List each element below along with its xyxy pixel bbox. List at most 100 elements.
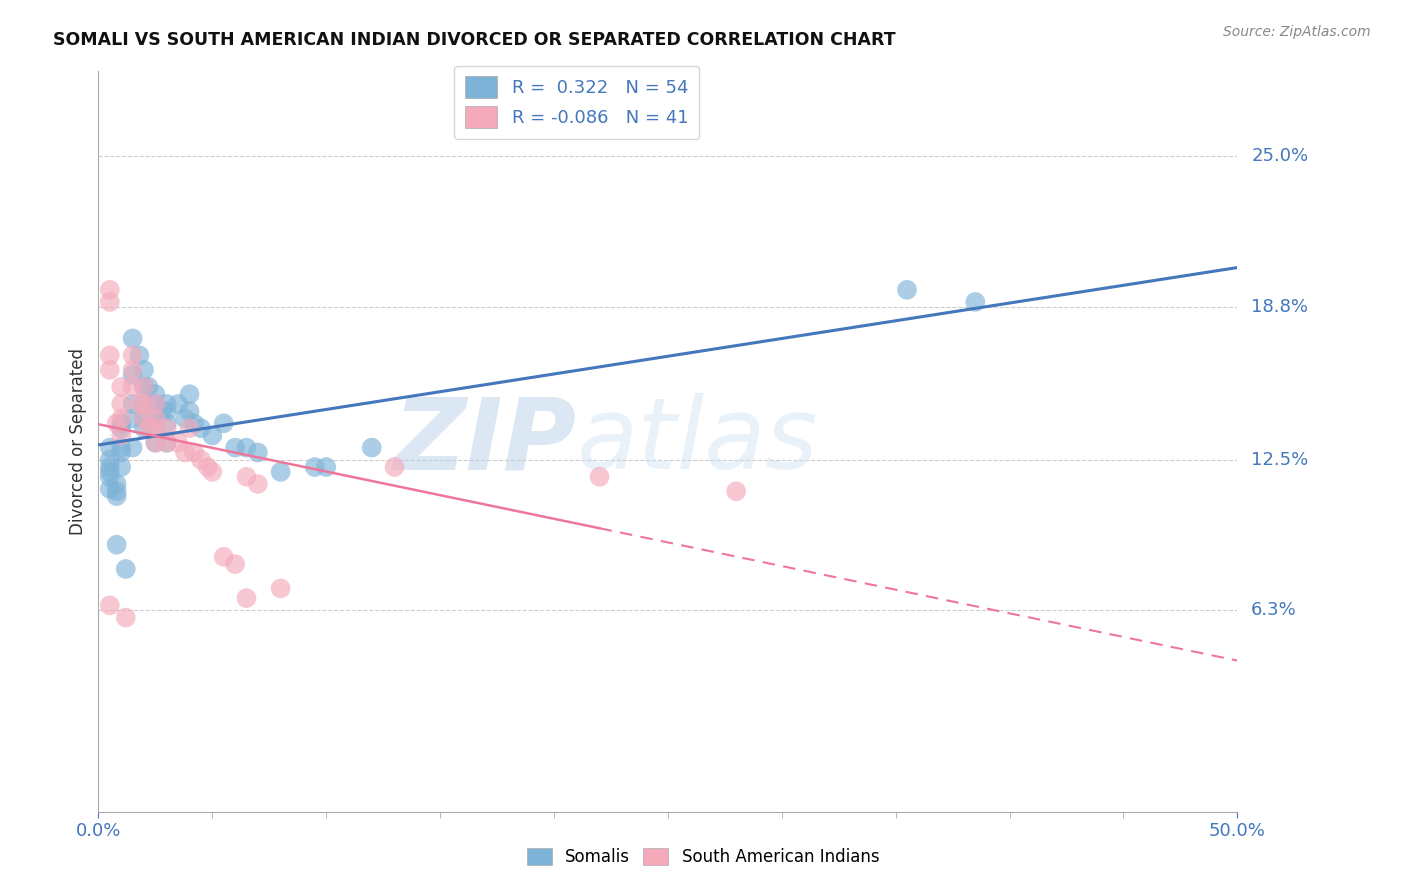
Point (235, 441, 257, 455)
Y-axis label: Divorced or Separated: Divorced or Separated (69, 348, 87, 535)
Point (98, 295, 121, 310)
Point (235, 591, 257, 606)
Point (98, 465, 121, 479)
Point (965, 295, 987, 310)
Point (270, 465, 292, 479)
Point (179, 421, 201, 435)
Point (132, 380, 155, 394)
Point (121, 331, 143, 345)
Point (246, 445, 269, 459)
Point (105, 538, 128, 552)
Point (121, 380, 143, 394)
Point (145, 411, 167, 425)
Point (132, 411, 155, 425)
Point (105, 417, 128, 431)
Point (98, 348, 121, 362)
Point (212, 549, 235, 564)
Point (190, 452, 212, 467)
Point (121, 368, 143, 382)
Point (98, 482, 121, 496)
Point (105, 484, 128, 499)
Point (98, 469, 121, 483)
Point (110, 417, 132, 431)
Point (138, 380, 160, 394)
Point (110, 445, 132, 459)
Text: Source: ZipAtlas.com: Source: ZipAtlas.com (1223, 25, 1371, 39)
Point (360, 441, 382, 455)
Text: SOMALI VS SOUTH AMERICAN INDIAN DIVORCED OR SEPARATED CORRELATION CHART: SOMALI VS SOUTH AMERICAN INDIAN DIVORCED… (53, 31, 896, 49)
Point (110, 411, 132, 425)
Point (128, 348, 150, 362)
Text: 12.5%: 12.5% (1251, 450, 1309, 468)
Point (224, 557, 246, 571)
Point (121, 348, 143, 362)
Legend: Somalis, South American Indians: Somalis, South American Indians (520, 841, 886, 873)
Point (201, 465, 224, 479)
Point (98, 363, 121, 377)
Point (110, 460, 132, 475)
Point (183, 445, 205, 459)
Point (105, 477, 128, 491)
Point (132, 397, 155, 411)
Point (132, 411, 155, 425)
Point (156, 435, 179, 450)
Point (121, 363, 143, 377)
Point (132, 380, 155, 394)
Point (156, 417, 179, 431)
Point (145, 387, 167, 401)
Point (235, 469, 257, 483)
Point (145, 421, 167, 435)
Point (150, 404, 173, 418)
Point (167, 435, 190, 450)
Point (246, 477, 269, 491)
Point (179, 387, 201, 401)
Point (212, 417, 235, 431)
Point (110, 421, 132, 435)
Point (98, 460, 121, 475)
Point (725, 484, 748, 499)
Point (896, 283, 918, 297)
Point (145, 397, 167, 411)
Point (121, 397, 143, 411)
Point (114, 610, 136, 624)
Point (114, 562, 136, 576)
Point (98, 441, 121, 455)
Point (138, 421, 160, 435)
Point (145, 435, 167, 450)
Point (197, 460, 219, 475)
Text: ZIP: ZIP (394, 393, 576, 490)
Text: 18.8%: 18.8% (1251, 298, 1308, 316)
Point (98, 452, 121, 467)
Point (110, 428, 132, 442)
Point (174, 445, 197, 459)
Point (167, 397, 190, 411)
Point (224, 441, 246, 455)
Point (270, 582, 292, 596)
Point (110, 397, 132, 411)
Point (98, 599, 121, 613)
Point (156, 421, 179, 435)
Point (121, 441, 143, 455)
Point (304, 460, 326, 475)
Point (384, 460, 406, 475)
Text: 6.3%: 6.3% (1251, 601, 1296, 619)
Point (128, 397, 150, 411)
Text: 25.0%: 25.0% (1251, 147, 1309, 165)
Point (98, 283, 121, 297)
Point (132, 363, 155, 377)
Point (105, 489, 128, 503)
Point (110, 441, 132, 455)
Point (145, 421, 167, 435)
Point (145, 411, 167, 425)
Point (132, 397, 155, 411)
Point (190, 421, 212, 435)
Point (183, 417, 205, 431)
Point (145, 435, 167, 450)
Point (132, 421, 155, 435)
Point (156, 397, 179, 411)
Point (588, 469, 610, 483)
Point (110, 380, 132, 394)
Point (315, 460, 337, 475)
Point (201, 428, 224, 442)
Point (179, 404, 201, 418)
